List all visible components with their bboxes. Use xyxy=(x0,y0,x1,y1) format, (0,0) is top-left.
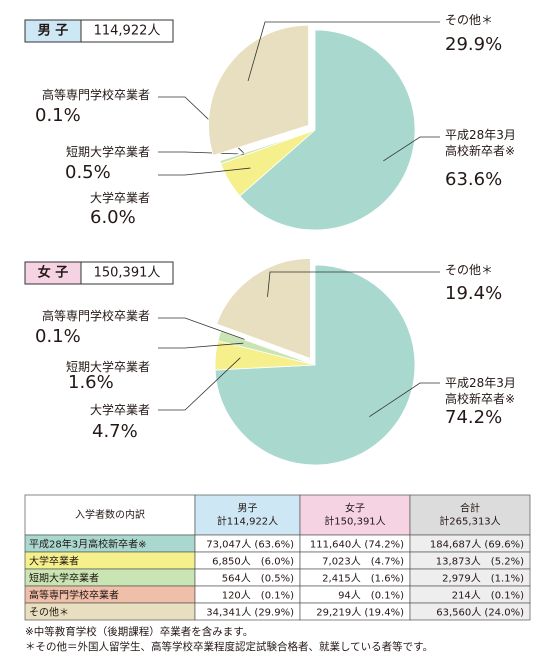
cell-text: 120人 (0.1%) xyxy=(222,590,294,602)
chart-total: 150,391人 xyxy=(94,266,161,281)
leader-line xyxy=(247,21,440,82)
cell-text: 564人 (0.5%) xyxy=(222,573,294,585)
value-label: 0.1% xyxy=(35,105,81,126)
category-label-line: 高校新卒者※ xyxy=(445,143,515,158)
category-label-line: 大学卒業者 xyxy=(90,402,150,417)
category-label: その他＊ xyxy=(445,13,493,27)
header-text: 計150,391人 xyxy=(324,515,385,528)
leader-line xyxy=(369,382,440,418)
pie-slice xyxy=(239,29,416,231)
category-label: 大学卒業者 xyxy=(90,402,150,417)
table-cell xyxy=(409,602,531,621)
category-label-line: その他＊ xyxy=(445,263,493,277)
value-label: 63.6% xyxy=(445,169,502,190)
cell-text: 214人 (0.1%) xyxy=(452,590,524,602)
category-label: 高等専門学校卒業者 xyxy=(42,308,150,323)
note: ＊その他＝外国人留学生、高等学校卒業程度認定試験合格者、就業している者等です。 xyxy=(25,640,433,653)
header-cell xyxy=(194,494,301,536)
category-label: 高等専門学校卒業者 xyxy=(42,87,150,102)
cell-text: 2,415人 (1.6%) xyxy=(322,573,404,585)
category-label-line: 平成28年3月 xyxy=(445,128,516,142)
cell-text: 平成28年3月高校新卒者※ xyxy=(29,538,146,551)
value-label: 1.6% xyxy=(68,372,114,393)
cell-text: 7,023人 (4.7%) xyxy=(322,556,404,568)
note: ※中等教育学校（後期課程）卒業者を含みます。 xyxy=(25,625,253,638)
header-text: 入学者数の内訳 xyxy=(75,508,145,521)
category-label-line: 高等専門学校卒業者 xyxy=(42,308,150,323)
category-label-line: 高校新卒者※ xyxy=(445,391,515,406)
cell-text: 73,047人 (63.6%) xyxy=(206,539,294,551)
chart-title: 女 子 xyxy=(38,265,69,281)
value-label: 29.9% xyxy=(445,34,502,55)
cell-text: 2,979人 (1.1%) xyxy=(442,573,524,585)
cell-text: 111,640人 (74.2%) xyxy=(310,539,404,551)
chart-title: 男 子 xyxy=(38,24,69,39)
category-label: 平成28年3月高校新卒者※ xyxy=(445,376,516,406)
header-text: 計114,922人 xyxy=(217,515,278,528)
value-label: 0.5% xyxy=(65,162,111,183)
cell-text: 大学卒業者 xyxy=(29,555,79,568)
leader-line xyxy=(158,357,241,411)
value-label: 74.2% xyxy=(445,407,502,428)
value-label: 4.7% xyxy=(92,421,138,442)
cell-text: 34,341人 (29.9%) xyxy=(206,607,294,619)
category-label-line: 高等専門学校卒業者 xyxy=(42,87,150,102)
category-label-line: 大学卒業者 xyxy=(90,190,150,205)
leader-line xyxy=(158,151,245,155)
leader-line xyxy=(158,342,244,349)
cell-text: 63,560人 (24.0%) xyxy=(436,607,524,619)
leader-line xyxy=(158,317,245,340)
category-label: 大学卒業者 xyxy=(90,190,150,205)
pie-slice xyxy=(216,258,311,360)
cell-text: 29,219人 (19.4%) xyxy=(316,607,404,619)
category-label: その他＊ xyxy=(445,263,493,277)
cell-text: 6,850人 (6.0%) xyxy=(212,556,294,568)
cell-text: 13,873人 (5.2%) xyxy=(436,556,524,568)
cell-text: その他＊ xyxy=(29,606,69,619)
category-label-line: 平成28年3月 xyxy=(445,376,516,390)
leader-line xyxy=(267,271,440,297)
header-cell xyxy=(299,494,411,536)
value-label: 6.0% xyxy=(90,207,136,228)
total-box xyxy=(80,261,174,285)
value-label: 19.4% xyxy=(445,283,502,304)
header-text: 合計 xyxy=(460,502,480,515)
category-label-line: その他＊ xyxy=(445,13,493,27)
category-label: 短期大学卒業者 xyxy=(66,359,150,374)
leader-line xyxy=(158,167,251,176)
value-label: 0.1% xyxy=(35,326,81,347)
header-cell xyxy=(409,494,531,536)
cell-text: 高等専門学校卒業者 xyxy=(29,589,119,602)
chart-total: 114,922人 xyxy=(94,24,161,39)
header-text: 男子 xyxy=(238,503,258,515)
header-cell xyxy=(24,494,196,536)
cell-text: 短期大学卒業者 xyxy=(29,572,99,585)
header-text: 計265,313人 xyxy=(439,515,500,528)
pie-slice xyxy=(219,129,316,162)
leader-line xyxy=(383,136,440,162)
cell-text: 94人 (0.1%) xyxy=(338,590,404,602)
category-label-line: 短期大学卒業者 xyxy=(66,144,150,159)
pie-slice xyxy=(208,24,309,156)
category-label-line: 短期大学卒業者 xyxy=(66,359,150,374)
category-label: 短期大学卒業者 xyxy=(66,144,150,159)
cell-text: 184,687人 (69.6%) xyxy=(430,539,524,551)
header-text: 女子 xyxy=(345,502,365,515)
category-label: 平成28年3月高校新卒者※ xyxy=(445,128,516,158)
total-box xyxy=(80,19,174,43)
